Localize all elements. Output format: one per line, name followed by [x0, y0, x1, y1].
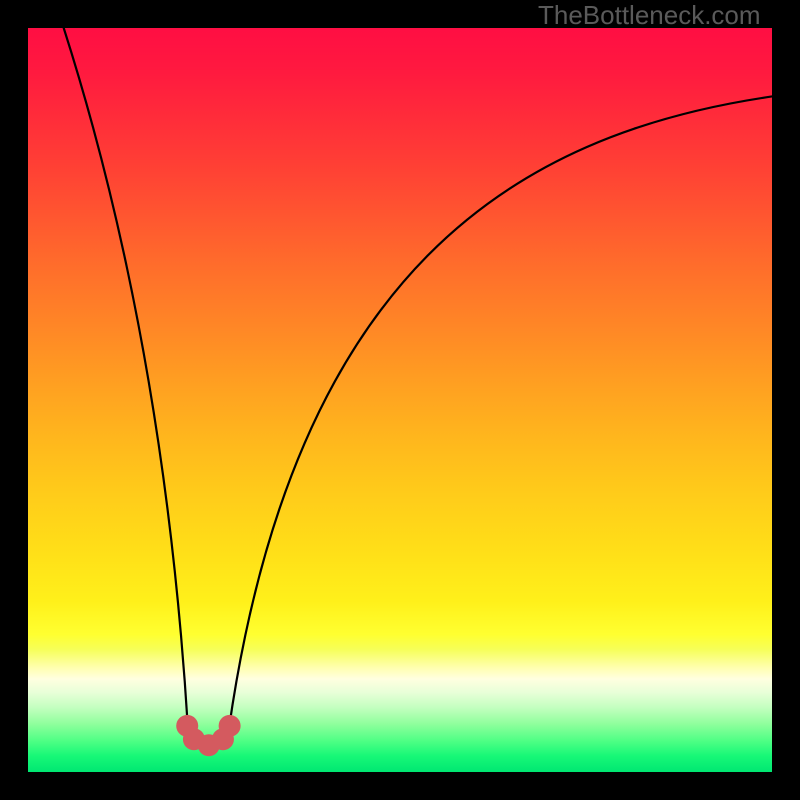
watermark-text: TheBottleneck.com [538, 0, 761, 31]
gradient-background [28, 28, 772, 772]
plot-area [28, 28, 772, 772]
valley-marker-4 [219, 715, 241, 737]
chart-svg [28, 28, 772, 772]
